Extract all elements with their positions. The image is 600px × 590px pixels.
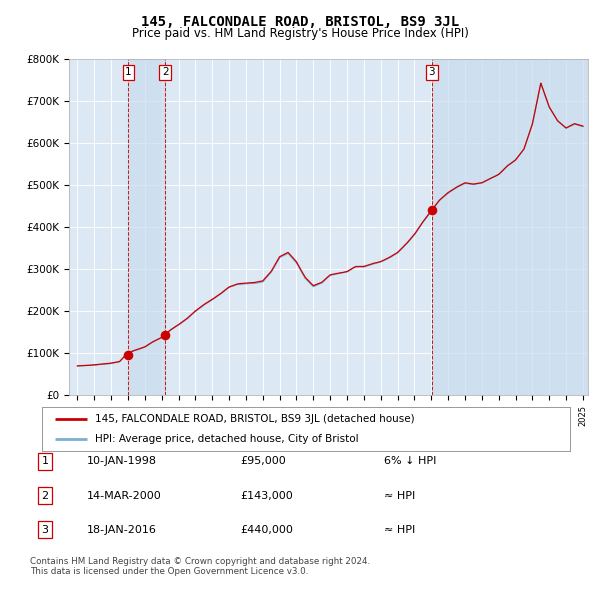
Text: ≈ HPI: ≈ HPI <box>384 491 415 500</box>
Text: 6% ↓ HPI: 6% ↓ HPI <box>384 457 436 466</box>
Text: 3: 3 <box>428 67 435 77</box>
Text: 3: 3 <box>41 525 49 535</box>
Text: 145, FALCONDALE ROAD, BRISTOL, BS9 3JL: 145, FALCONDALE ROAD, BRISTOL, BS9 3JL <box>141 15 459 29</box>
Text: Price paid vs. HM Land Registry's House Price Index (HPI): Price paid vs. HM Land Registry's House … <box>131 27 469 40</box>
Text: 18-JAN-2016: 18-JAN-2016 <box>87 525 157 535</box>
Text: 145, FALCONDALE ROAD, BRISTOL, BS9 3JL (detached house): 145, FALCONDALE ROAD, BRISTOL, BS9 3JL (… <box>95 414 415 424</box>
Text: 2: 2 <box>41 491 49 500</box>
Text: £440,000: £440,000 <box>240 525 293 535</box>
Text: 1: 1 <box>125 67 132 77</box>
Text: 10-JAN-1998: 10-JAN-1998 <box>87 457 157 466</box>
Text: This data is licensed under the Open Government Licence v3.0.: This data is licensed under the Open Gov… <box>30 567 308 576</box>
Text: £95,000: £95,000 <box>240 457 286 466</box>
Text: 1: 1 <box>41 457 49 466</box>
Text: £143,000: £143,000 <box>240 491 293 500</box>
Text: ≈ HPI: ≈ HPI <box>384 525 415 535</box>
Bar <box>432 59 588 395</box>
Text: HPI: Average price, detached house, City of Bristol: HPI: Average price, detached house, City… <box>95 434 358 444</box>
Point <box>124 350 133 360</box>
Text: Contains HM Land Registry data © Crown copyright and database right 2024.: Contains HM Land Registry data © Crown c… <box>30 558 370 566</box>
Bar <box>128 59 165 395</box>
Text: 2: 2 <box>162 67 169 77</box>
Point <box>427 206 437 215</box>
Point <box>160 330 170 340</box>
Text: 14-MAR-2000: 14-MAR-2000 <box>87 491 162 500</box>
